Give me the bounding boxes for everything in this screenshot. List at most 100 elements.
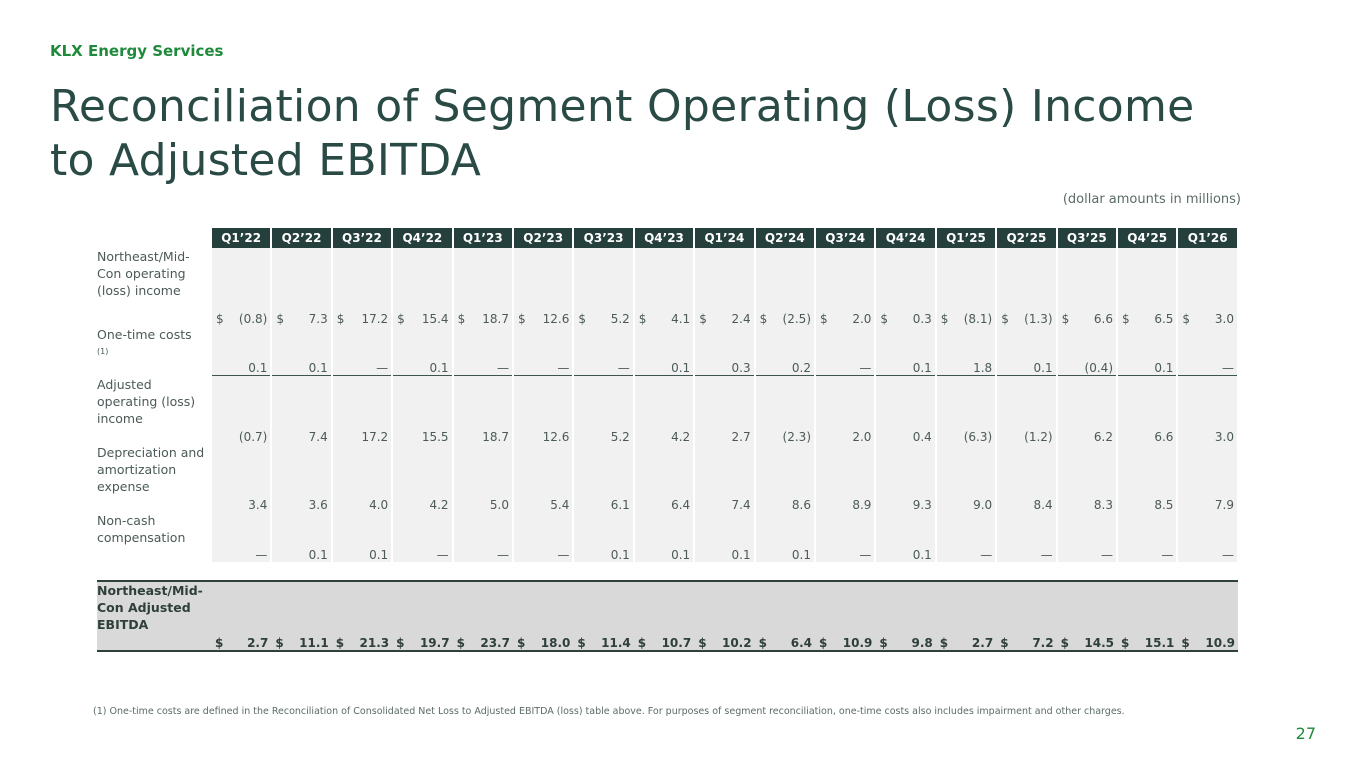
currency-symbol — [820, 361, 830, 375]
table-cell: 0.1 — [753, 512, 817, 562]
footnote: (1) One-time costs are defined in the Re… — [93, 706, 1125, 717]
total-row: Northeast/Mid-Con Adjusted EBITDA $2.7 $11… — [97, 580, 1238, 652]
currency-symbol: $ — [1122, 312, 1130, 326]
table-cell: $18.0 — [512, 580, 574, 652]
cell-value: 8.9 — [852, 498, 872, 512]
cell-value: 17.2 — [361, 312, 389, 326]
column-header: Q1’26 — [1176, 228, 1239, 248]
currency-symbol: $ — [457, 312, 466, 326]
currency-symbol — [337, 498, 347, 512]
table-cell: — — [511, 512, 575, 562]
currency-symbol — [941, 498, 951, 512]
row-label: Northeast/Mid-Con operating (loss) incom… — [97, 248, 211, 326]
currency-symbol: $ — [276, 312, 284, 326]
row-label: Adjusted operating (loss) income — [97, 376, 211, 444]
cell-value: 18.7 — [482, 430, 509, 444]
table-cell: 4.2 — [391, 444, 454, 512]
cell-value: 0.2 — [791, 361, 811, 375]
cell-value: — — [1101, 548, 1113, 562]
cell-value: 0.1 — [610, 548, 630, 562]
table-cell: $17.2 — [330, 248, 394, 326]
table-cell: $6.6 — [1055, 248, 1119, 326]
currency-symbol: $ — [880, 312, 889, 326]
currency-symbol: $ — [397, 312, 405, 326]
currency-symbol — [699, 548, 709, 562]
table-cell: $2.0 — [813, 248, 877, 326]
table-cell: — — [451, 512, 514, 562]
cell-value: 0.1 — [308, 361, 328, 375]
currency-symbol — [337, 430, 347, 444]
cell-value: 3.6 — [308, 498, 328, 512]
currency-symbol — [699, 361, 709, 375]
table-cell: $9.8 — [875, 580, 936, 652]
table-cell: 9.3 — [874, 444, 937, 512]
currency-symbol — [941, 361, 951, 375]
currency-symbol — [1001, 430, 1011, 444]
currency-symbol: $ — [1000, 636, 1009, 650]
cell-value: — — [557, 548, 570, 562]
currency-symbol — [639, 361, 649, 375]
cell-value: 11.4 — [601, 636, 631, 650]
currency-symbol: $ — [396, 636, 405, 650]
table-cell: $19.7 — [392, 580, 453, 652]
table-cell: (6.3) — [934, 376, 998, 444]
table-cell: $ (0.8) — [209, 248, 273, 326]
cell-value: — — [859, 361, 872, 375]
currency-symbol — [578, 498, 588, 512]
table-cell: $7.2 — [996, 580, 1057, 652]
cell-value: (0.8) — [238, 312, 268, 326]
table-cell: $ (2.5) — [753, 248, 817, 326]
currency-symbol — [397, 548, 407, 562]
table-cell: 0.1 — [874, 512, 937, 562]
cell-value: 15.4 — [421, 312, 449, 326]
cell-value: — — [436, 548, 449, 562]
cell-value: 9.3 — [912, 498, 932, 512]
table-cell: $11.4 — [573, 580, 634, 652]
page-number: 27 — [1295, 724, 1316, 743]
table-cell: — — [813, 326, 877, 376]
cell-value: 7.9 — [1214, 498, 1234, 512]
cell-value: 10.2 — [721, 636, 752, 650]
currency-symbol — [941, 548, 951, 562]
cell-value: 0.1 — [912, 548, 932, 562]
table-row: Depreciation and amortization expense 3.4… — [97, 444, 1239, 512]
table-cell: 3.0 — [1176, 376, 1239, 444]
table-cell: 7.9 — [1176, 444, 1239, 512]
column-header: Q3’24 — [813, 228, 877, 248]
row-label: Non-cash compensation — [97, 512, 211, 562]
table-cell: (1.2) — [995, 376, 1058, 444]
table-cell: 8.9 — [813, 444, 877, 512]
table-row: One-time costs (1) 0.1 0.1 — 0.1 — — — 0.1 0.3 0.2 —… — [97, 326, 1239, 376]
currency-symbol — [820, 498, 830, 512]
currency-symbol: $ — [940, 312, 949, 326]
table-cell: $10.7 — [633, 580, 695, 652]
table-cell: $2.7 — [935, 580, 997, 652]
cell-value: 15.5 — [421, 430, 449, 444]
cell-value: 1.8 — [973, 361, 993, 375]
cell-value: (8.1) — [963, 312, 993, 326]
currency-symbol: $ — [637, 636, 647, 650]
table-cell: 0.1 — [572, 512, 635, 562]
table-cell: — — [330, 326, 394, 376]
column-header: Q4’25 — [1115, 228, 1179, 248]
cell-value: 6.2 — [1093, 430, 1113, 444]
currency-symbol: $ — [698, 636, 707, 650]
table-cell: — — [451, 326, 514, 376]
currency-symbol — [1122, 430, 1132, 444]
currency-symbol: $ — [879, 636, 888, 650]
cell-value: 0.1 — [308, 548, 328, 562]
currency-symbol — [880, 498, 890, 512]
table-cell: 0.2 — [753, 326, 817, 376]
table-cell: — — [511, 326, 575, 376]
currency-symbol: $ — [939, 636, 949, 650]
table-cell: 0.1 — [995, 326, 1058, 376]
column-header: Q1’25 — [934, 228, 998, 248]
row-label-text: Non-cash compensation — [97, 513, 186, 545]
cell-value: 17.2 — [361, 430, 389, 444]
table-cell: 0.1 — [874, 326, 937, 376]
table-cell: $ (1.3) — [995, 248, 1058, 326]
currency-symbol — [458, 548, 468, 562]
cell-value: 6.5 — [1154, 312, 1174, 326]
cell-value: (1.2) — [1024, 430, 1053, 444]
table-cell: $23.7 — [452, 580, 513, 652]
